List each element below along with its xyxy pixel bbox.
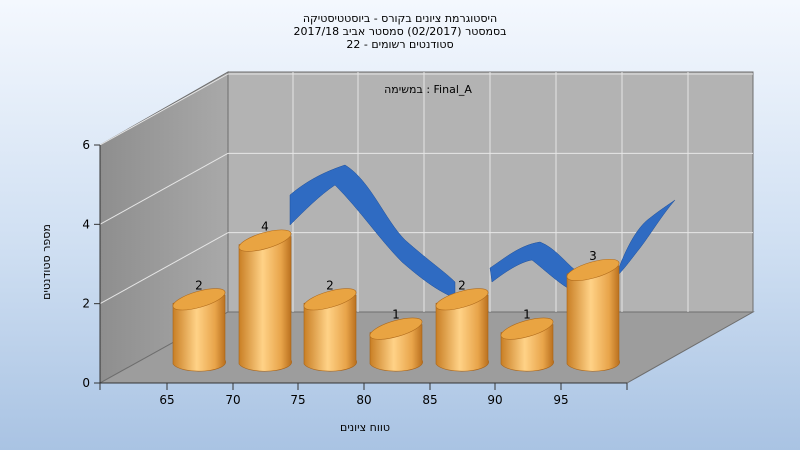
x-tick-label: 65 — [159, 393, 174, 407]
x-tick-label: 80 — [356, 393, 371, 407]
x-axis-label: טווח ציונים — [340, 421, 390, 434]
bar-body — [566, 265, 620, 372]
bar — [238, 229, 292, 372]
chart-title-line-3: סטודנטים רשומים - 22 — [346, 38, 453, 51]
x-tick-label: 70 — [225, 393, 240, 407]
bar-top — [172, 288, 226, 311]
bar — [303, 288, 357, 372]
bar — [435, 288, 489, 372]
y-tick-label: 0 — [82, 376, 90, 390]
chart-title-line-1: היסטוגרמת ציונים בקורס - ביוסטטיסטיקה — [303, 12, 497, 25]
bar-body — [303, 294, 357, 372]
y-tick-label: 6 — [82, 138, 90, 152]
bar-top — [435, 288, 489, 311]
y-tick-label: 4 — [82, 217, 90, 231]
y-tick-label: 2 — [82, 297, 90, 311]
data-labels: 2 4 2 1 2 1 3 — [195, 220, 597, 322]
data-label: 1 — [392, 308, 400, 322]
x-tick-label: 95 — [553, 393, 568, 407]
bar-top — [369, 317, 423, 340]
data-label: 2 — [195, 278, 203, 292]
data-label: 1 — [523, 308, 531, 322]
gridline-left — [99, 73, 229, 146]
bar-top — [566, 258, 620, 281]
bar-body — [435, 294, 489, 372]
x-ticks: 65 70 75 80 85 90 95 — [99, 383, 628, 407]
gridlines — [99, 72, 753, 312]
chart-title-line-2: בסמסטר (02/2017) סמסטר אביב 2017/18 — [293, 25, 506, 38]
y-axis-label: מספר סטודנטים — [40, 224, 53, 300]
gridline-left — [99, 152, 229, 225]
data-label: 4 — [261, 220, 269, 234]
data-label: 2 — [458, 278, 466, 292]
gridline-left — [99, 232, 229, 305]
bar-top — [238, 229, 292, 252]
bar-top — [500, 317, 554, 340]
bar — [172, 288, 226, 372]
bar — [369, 317, 423, 372]
bar-body — [238, 236, 292, 372]
y-ticks: 0 2 4 6 — [82, 138, 100, 390]
x-tick-label: 90 — [487, 393, 502, 407]
data-label: 3 — [589, 249, 597, 263]
bars — [172, 229, 620, 372]
x-tick-label: 85 — [422, 393, 437, 407]
inner-title: במשימה : Final_A — [384, 83, 472, 96]
x-tick-label: 75 — [290, 393, 305, 407]
data-label: 2 — [326, 278, 334, 292]
bar — [500, 317, 554, 372]
bar — [566, 258, 620, 372]
bar-top — [303, 288, 357, 311]
bar-body — [172, 294, 226, 372]
